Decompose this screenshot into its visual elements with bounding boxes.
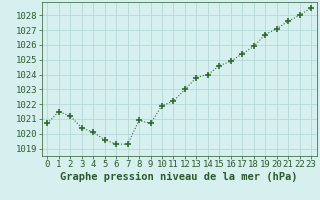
X-axis label: Graphe pression niveau de la mer (hPa): Graphe pression niveau de la mer (hPa) [60, 172, 298, 182]
